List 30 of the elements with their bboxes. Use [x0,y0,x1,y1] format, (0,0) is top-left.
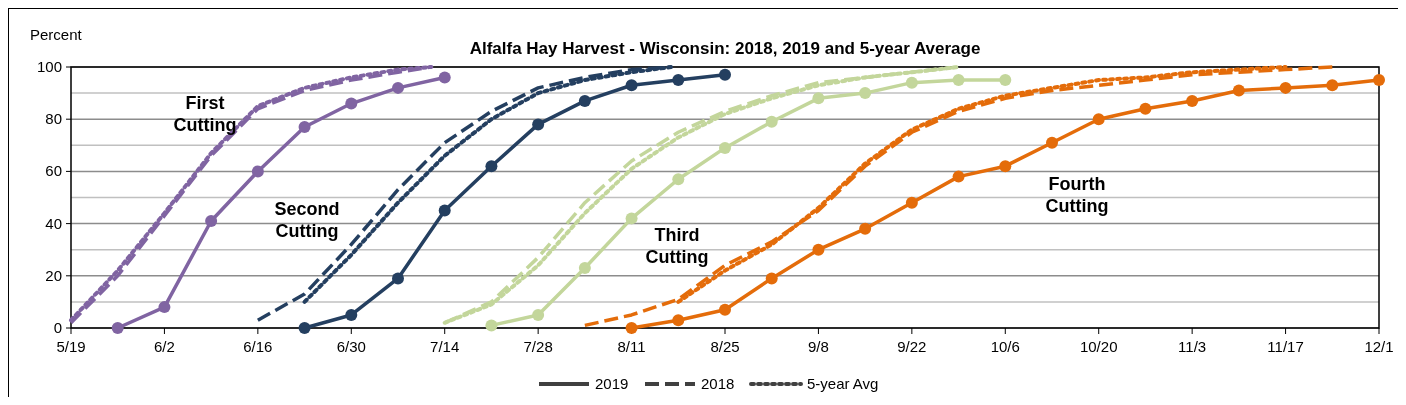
y-axis-title: Percent [30,26,83,43]
annotation: Fourth Cutting [1045,174,1109,216]
x-tick-label: 10/20 [1079,338,1118,355]
x-tick-label: 10/6 [990,338,1020,355]
x-tick-label: 12/1 [1364,338,1394,355]
x-tick-label: 6/16 [243,338,273,355]
text: 2019 [595,375,629,392]
x-tick-label: 7/28 [523,338,553,355]
y-tick-label: 80 [45,110,62,128]
text: 5-year Avg [807,375,879,392]
y-tick-label: 0 [53,319,62,336]
x-tick-label: 5/19 [56,338,86,355]
y-tick-label: 20 [45,266,62,284]
chart-title: Alfalfa Hay Harvest - Wisconsin: 2018, 2019 and 5-year Average [469,39,981,58]
y-tick-label: 40 [45,214,62,232]
text: 2018 [701,375,735,392]
x-tick-label: 8/25 [710,338,740,355]
x-tick-label: 8/11 [617,338,646,355]
x-tick-label: 9/8 [808,338,829,355]
x-tick-label: 9/22 [897,338,927,355]
x-tick-label: 7/14 [430,338,460,355]
x-tick-label: 6/2 [154,338,175,355]
x-tick-label: 11/17 [1267,338,1304,355]
y-tick-label: 60 [45,162,62,180]
x-tick-label: 6/30 [336,338,366,355]
annotation: Third Cutting [645,225,709,267]
annotation: Second Cutting [274,199,340,241]
annotation: First Cutting [173,93,237,135]
x-tick-label: 11/3 [1178,338,1207,355]
y-tick-label: 100 [36,58,62,75]
